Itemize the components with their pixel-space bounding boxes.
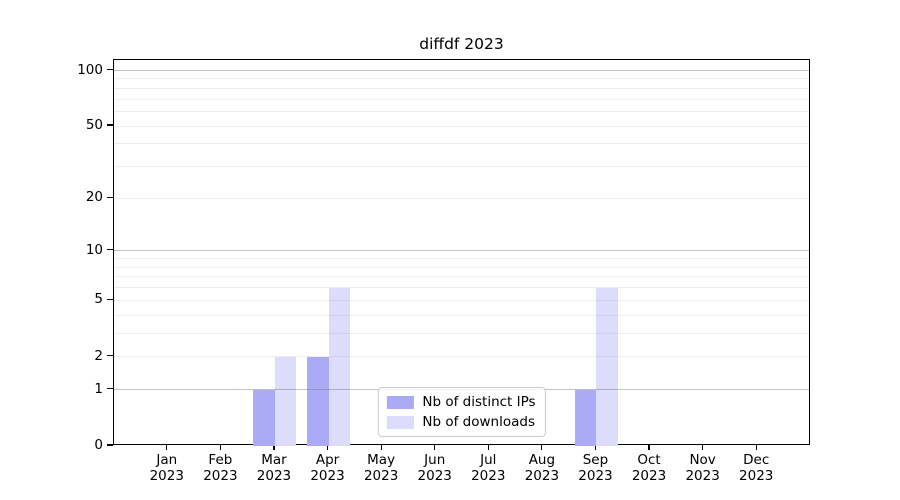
gridline-minor [114, 287, 809, 289]
bar-downloads-sep [596, 287, 618, 446]
y-tick-mark [107, 249, 113, 251]
x-tick-mark [755, 445, 757, 450]
y-tick-label: 1 [94, 380, 103, 397]
x-tick-label-jul: Jul 2023 [460, 452, 516, 484]
gridline-minor [114, 87, 809, 89]
y-tick-mark [107, 388, 113, 390]
gridline-minor [114, 125, 809, 127]
x-tick-month: Aug [528, 452, 556, 468]
gridline-major [114, 250, 809, 252]
y-tick-mark [107, 444, 113, 446]
legend-swatch-downloads [386, 415, 414, 429]
y-tick-mark [107, 298, 113, 300]
gridline-minor [114, 166, 809, 168]
y-tick-label: 10 [85, 241, 103, 258]
x-tick-month: Oct [637, 452, 661, 468]
gridline-minor [114, 356, 809, 358]
chart-title: diffdf 2023 [419, 35, 504, 53]
x-tick-month: Nov [689, 452, 716, 468]
gridline-minor [114, 258, 809, 260]
x-tick-month: Mar [261, 452, 287, 468]
y-tick-label: 50 [85, 117, 103, 134]
x-tick-year: 2023 [149, 467, 184, 484]
y-tick-label: 20 [85, 189, 103, 206]
y-tick-mark [107, 196, 113, 198]
x-tick-year: 2023 [256, 467, 292, 484]
x-tick-mark [326, 445, 329, 450]
x-tick-mark [166, 445, 168, 450]
gridline-minor [114, 197, 809, 199]
plot-area: Nb of distinct IPs Nb of downloads [113, 59, 810, 446]
x-tick-label-aug: Aug 2023 [514, 452, 570, 484]
x-tick-mark [273, 445, 275, 450]
x-tick-month: Feb [208, 452, 233, 468]
x-tick-month: Jul [480, 452, 497, 468]
y-tick-label: 0 [94, 437, 103, 453]
x-tick-year: 2023 [471, 467, 506, 484]
x-tick-label-nov: Nov 2023 [675, 452, 731, 484]
x-tick-label-oct: Oct 2023 [621, 452, 677, 484]
x-tick-label-sep: Sep 2023 [567, 452, 623, 484]
x-tick-year: 2023 [310, 467, 345, 484]
x-tick-label-jan: Jan 2023 [139, 452, 195, 484]
gridline-major [114, 70, 809, 71]
x-tick-label-apr: Apr 2023 [300, 452, 356, 484]
x-tick-year: 2023 [524, 467, 560, 484]
x-tick-month: Jan [156, 452, 178, 468]
legend-item-distinct-ips: Nb of distinct IPs [386, 394, 536, 410]
x-tick-month: Apr [315, 452, 340, 468]
x-tick-mark [434, 445, 436, 450]
y-tick-mark [107, 68, 113, 71]
x-tick-label-dec: Dec 2023 [728, 452, 784, 484]
gridline-minor [114, 266, 809, 268]
gridline-minor [114, 299, 809, 301]
x-tick-mark [541, 445, 543, 450]
x-tick-mark [594, 445, 597, 450]
x-tick-year: 2023 [417, 467, 452, 484]
gridline-minor [114, 276, 809, 278]
x-tick-year: 2023 [739, 467, 774, 484]
x-tick-label-feb: Feb 2023 [192, 452, 248, 484]
x-tick-month: Dec [743, 452, 770, 468]
legend-label-distinct-ips: Nb of distinct IPs [422, 394, 536, 410]
y-tick-label: 2 [94, 347, 103, 364]
x-tick-mark [219, 445, 221, 450]
x-tick-month: Sep [582, 452, 609, 468]
bar-distinct-ips-mar [253, 389, 275, 446]
gridline-minor [114, 111, 809, 113]
y-tick-label: 5 [94, 291, 103, 308]
legend-label-downloads: Nb of downloads [422, 414, 535, 430]
gridline-minor [114, 332, 809, 334]
x-tick-mark [648, 445, 650, 450]
bar-downloads-apr [328, 287, 351, 446]
x-tick-mark [380, 445, 382, 450]
x-tick-mark [487, 445, 489, 450]
x-tick-label-may: May 2023 [353, 452, 409, 484]
legend: Nb of distinct IPs Nb of downloads [377, 387, 546, 437]
x-tick-mark [702, 445, 704, 450]
x-tick-year: 2023 [685, 467, 720, 484]
y-tick-label: 100 [77, 61, 103, 78]
bar-distinct-ips-sep [574, 389, 597, 446]
x-tick-year: 2023 [203, 467, 238, 484]
gridline-minor [114, 98, 809, 100]
x-tick-year: 2023 [578, 467, 613, 484]
x-tick-label-mar: Mar 2023 [246, 452, 302, 484]
gridline-minor [114, 78, 809, 80]
x-tick-year: 2023 [631, 467, 667, 484]
x-tick-month: Jun [424, 452, 446, 468]
gridline-minor [114, 143, 809, 145]
y-tick-mark [107, 124, 113, 126]
bar-distinct-ips-apr [307, 356, 329, 446]
bar-downloads-mar [274, 356, 297, 446]
x-tick-year: 2023 [363, 467, 399, 484]
legend-item-downloads: Nb of downloads [386, 414, 535, 430]
y-tick-mark [107, 355, 113, 357]
x-tick-month: May [367, 452, 396, 468]
x-tick-label-jun: Jun 2023 [407, 452, 463, 484]
legend-swatch-distinct-ips [386, 395, 414, 409]
gridline-minor [114, 314, 809, 316]
